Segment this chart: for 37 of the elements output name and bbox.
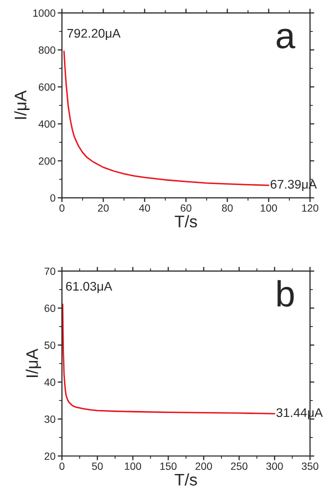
y-tick-label: 30 (44, 416, 56, 423)
y-tick-label: 40 (44, 378, 56, 386)
line-series (62, 304, 276, 414)
y-tick-label: 800 (38, 46, 56, 54)
x-axis-title: T/s (174, 473, 197, 486)
y-axis-title: I/μA (14, 90, 30, 119)
y-tick-label: 600 (38, 83, 56, 91)
x-tick-label: 80 (222, 204, 233, 212)
x-tick-label: 40 (139, 204, 150, 212)
x-tick-label: 350 (302, 462, 318, 470)
x-tick-label: 100 (260, 204, 277, 212)
line-series (63, 50, 270, 186)
x-tick-label: 150 (160, 462, 177, 470)
annotation: b (278, 280, 294, 307)
annotation: 792.20μA (67, 28, 121, 40)
x-tick-label: 250 (230, 462, 248, 470)
y-axis-title: I/μA (26, 348, 42, 378)
annotation: a (276, 28, 296, 48)
y-tick-label: 0 (50, 194, 56, 202)
x-tick-label: 20 (98, 204, 109, 212)
x-tick-label: 50 (92, 462, 103, 470)
x-tick-label: 60 (180, 204, 192, 212)
x-tick-label: 200 (196, 462, 212, 470)
y-tick-label: 50 (44, 342, 56, 349)
annotation: 61.03μA (66, 282, 112, 293)
x-axis-title: T/s (174, 215, 197, 228)
x-tick-label: 0 (59, 462, 64, 470)
y-tick-label: 60 (44, 304, 56, 312)
x-tick-label: 120 (302, 204, 318, 212)
y-tick-label: 1000 (33, 9, 56, 17)
y-tick-label: 200 (38, 157, 56, 165)
x-tick-label: 0 (59, 204, 64, 212)
y-tick-label: 20 (44, 452, 56, 460)
y-tick-label: 70 (44, 268, 56, 275)
x-tick-label: 300 (266, 462, 283, 470)
y-tick-label: 400 (38, 120, 56, 128)
x-tick-label: 100 (124, 462, 142, 470)
